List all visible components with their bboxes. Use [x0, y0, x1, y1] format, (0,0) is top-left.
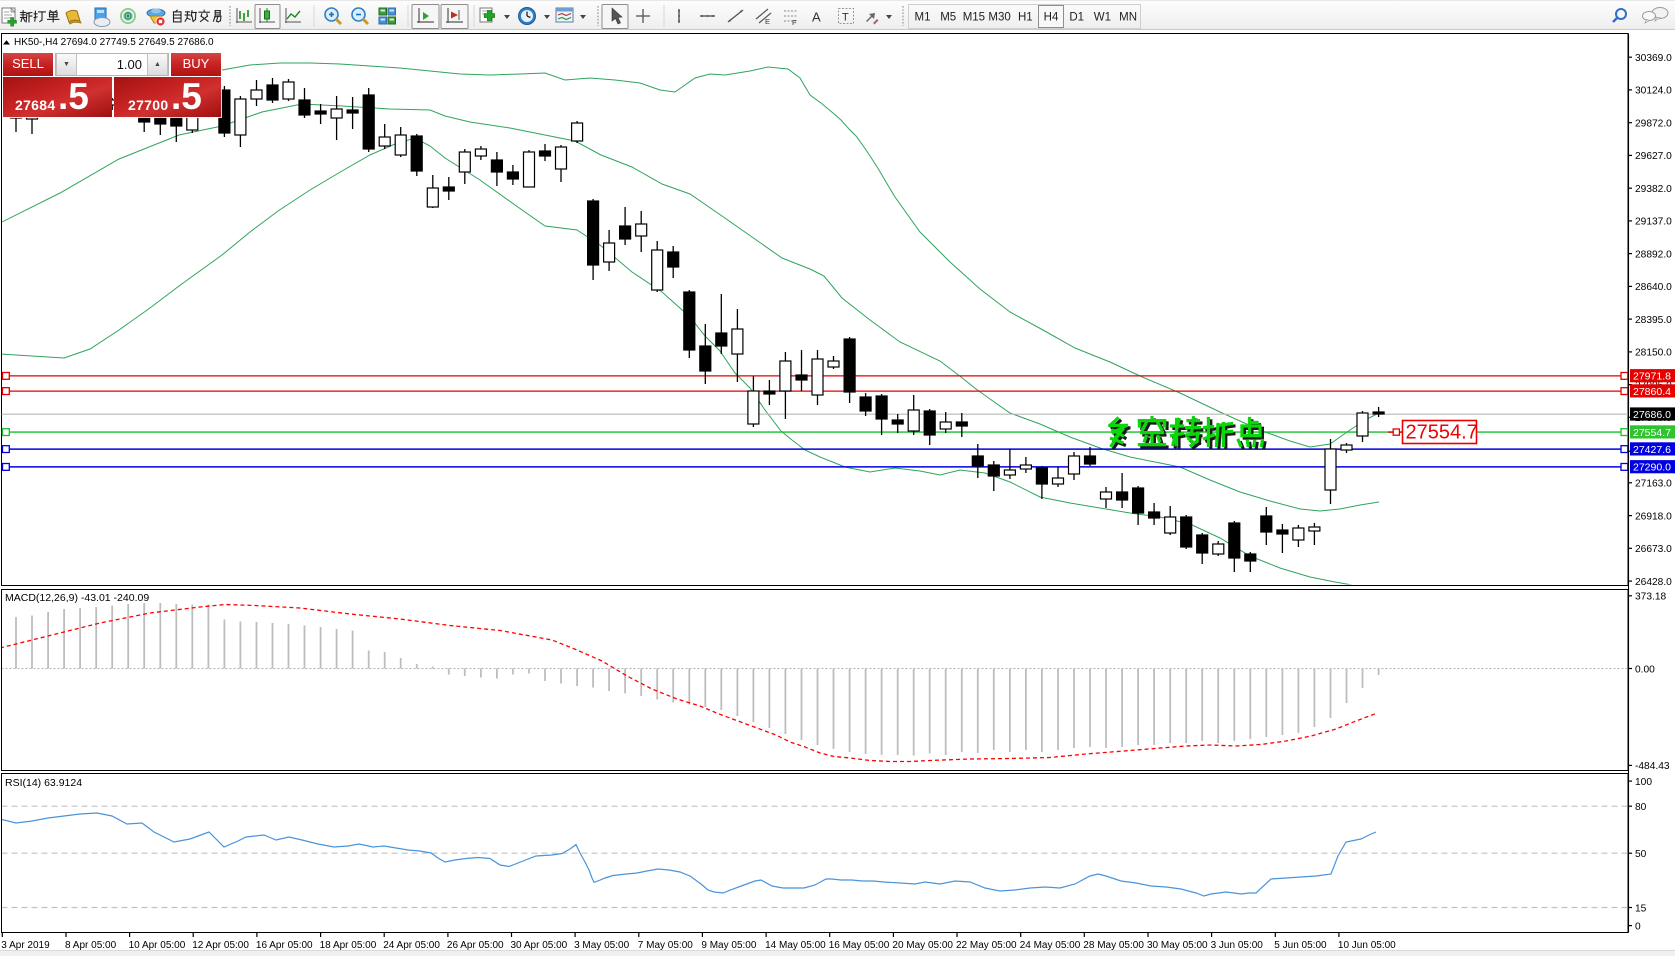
svg-text:15: 15: [1635, 903, 1647, 914]
svg-text:373.18: 373.18: [1635, 592, 1666, 603]
svg-text:0: 0: [1635, 921, 1641, 932]
svg-text:27427.6: 27427.6: [1633, 444, 1671, 456]
svg-text:M30: M30: [988, 12, 1010, 24]
svg-text:26673.0: 26673.0: [1635, 544, 1672, 555]
svg-text:T: T: [842, 12, 849, 24]
svg-text:M5: M5: [940, 12, 956, 24]
svg-text:26918.0: 26918.0: [1635, 511, 1672, 522]
svg-text:28640.0: 28640.0: [1635, 282, 1672, 293]
svg-text:30369.0: 30369.0: [1635, 53, 1672, 64]
svg-text:W1: W1: [1094, 12, 1111, 24]
svg-text:F: F: [792, 18, 797, 27]
svg-text:29627.0: 29627.0: [1635, 151, 1672, 162]
svg-text:80: 80: [1635, 802, 1647, 813]
svg-text:D1: D1: [1069, 12, 1084, 24]
svg-text:30124.0: 30124.0: [1635, 86, 1672, 97]
svg-text:27290.0: 27290.0: [1633, 462, 1671, 474]
svg-text:28395.0: 28395.0: [1635, 315, 1672, 326]
svg-text:27163.0: 27163.0: [1635, 479, 1672, 490]
svg-text:28892.0: 28892.0: [1635, 249, 1672, 260]
svg-text:27686.0: 27686.0: [1633, 409, 1671, 421]
svg-text:29872.0: 29872.0: [1635, 119, 1672, 130]
svg-text:H1: H1: [1018, 12, 1033, 24]
svg-text:0.00: 0.00: [1635, 664, 1655, 675]
svg-text:A: A: [812, 10, 821, 25]
svg-text:RSI(14) 63.9124: RSI(14) 63.9124: [5, 777, 82, 789]
svg-text:M1: M1: [915, 12, 931, 24]
svg-text:29382.0: 29382.0: [1635, 184, 1672, 195]
svg-text:MN: MN: [1119, 12, 1137, 24]
svg-text:26428.0: 26428.0: [1635, 577, 1672, 588]
svg-text:50: 50: [1635, 849, 1647, 860]
svg-text:27554.7: 27554.7: [1406, 422, 1478, 444]
svg-text:E: E: [765, 17, 770, 26]
svg-text:29137.0: 29137.0: [1635, 217, 1672, 228]
svg-text:-484.43: -484.43: [1635, 761, 1670, 772]
svg-text:HK50-,H4 27694.0 27749.5 2764: HK50-,H4 27694.0 27749.5 27649.5 27686.0: [14, 37, 214, 48]
svg-text:27554.7: 27554.7: [1633, 427, 1671, 439]
svg-text:27971.8: 27971.8: [1633, 371, 1671, 383]
svg-text:28150.0: 28150.0: [1635, 348, 1672, 359]
svg-text:H4: H4: [1044, 12, 1059, 24]
svg-text:100: 100: [1635, 777, 1652, 788]
svg-text:27860.4: 27860.4: [1633, 386, 1671, 398]
svg-text:M15: M15: [963, 12, 985, 24]
svg-text:MACD(12,26,9) -43.01 -240.09: MACD(12,26,9) -43.01 -240.09: [5, 592, 149, 604]
